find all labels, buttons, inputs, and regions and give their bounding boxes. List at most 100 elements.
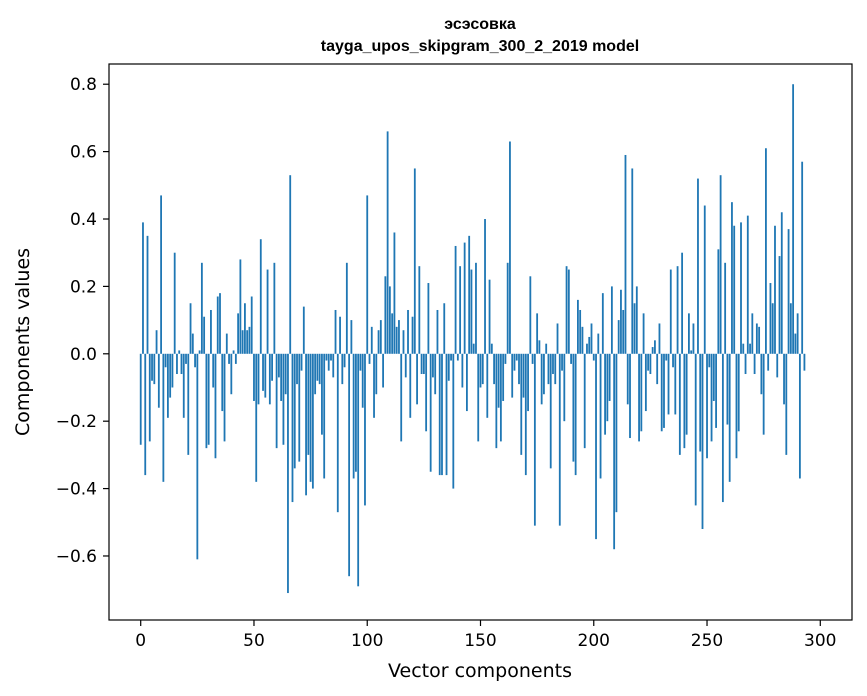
bar	[509, 141, 511, 354]
y-tick-label: 0.2	[70, 277, 97, 297]
bar	[495, 353, 498, 449]
y-tick-label: 0.8	[70, 75, 97, 95]
bar	[144, 353, 147, 476]
bar	[316, 353, 319, 381]
bar	[259, 239, 262, 354]
bar	[364, 353, 366, 506]
bar	[620, 289, 622, 354]
bar	[497, 353, 500, 408]
bar	[798, 353, 801, 479]
x-tick-label: 100	[351, 631, 383, 651]
bar	[273, 262, 276, 354]
bar	[323, 353, 326, 479]
bar	[735, 353, 738, 459]
plot-frame	[108, 63, 853, 621]
bar	[663, 353, 665, 428]
bar	[744, 353, 747, 375]
bar	[398, 320, 400, 354]
bar	[237, 313, 240, 354]
bar	[586, 343, 588, 354]
bar	[200, 262, 203, 354]
bar	[155, 330, 158, 354]
bar	[384, 276, 387, 354]
bar	[755, 323, 758, 354]
bar	[547, 353, 550, 385]
bar	[592, 353, 595, 361]
bar	[407, 309, 409, 354]
bar	[210, 309, 212, 354]
bar	[765, 148, 767, 354]
bar	[595, 353, 597, 540]
bar	[681, 252, 684, 354]
bar	[341, 353, 344, 385]
bar	[275, 353, 278, 449]
bar	[447, 353, 450, 381]
bar	[685, 353, 688, 435]
bar	[751, 313, 754, 354]
bar	[470, 269, 473, 354]
bar	[212, 353, 215, 388]
bar	[248, 326, 251, 354]
bar	[522, 353, 525, 398]
bar	[638, 353, 640, 442]
bar	[640, 353, 643, 432]
bar	[368, 353, 371, 364]
chart-title: эсэсовка	[444, 16, 516, 33]
bar	[422, 353, 425, 375]
bar	[432, 353, 434, 378]
bar	[429, 353, 432, 472]
bar	[427, 283, 430, 354]
bar	[400, 353, 403, 442]
bar	[479, 353, 482, 388]
bar	[221, 353, 224, 412]
bar	[506, 262, 509, 354]
bar	[425, 353, 428, 432]
bar	[173, 252, 176, 354]
bar	[742, 343, 745, 354]
bar	[148, 353, 151, 442]
bar	[699, 353, 702, 452]
bar	[688, 313, 690, 354]
bar	[472, 343, 475, 354]
bar	[683, 353, 686, 449]
bar	[194, 353, 196, 368]
bar	[318, 353, 321, 385]
bar	[520, 353, 523, 455]
bar	[293, 353, 296, 469]
bar	[350, 320, 353, 354]
bar	[325, 353, 328, 361]
bar	[783, 353, 785, 405]
x-tick-label: 150	[464, 631, 496, 651]
bar	[629, 353, 631, 439]
bar	[361, 353, 364, 408]
bar	[708, 353, 711, 368]
bar	[719, 175, 722, 354]
bar	[615, 353, 618, 513]
bar	[266, 269, 269, 354]
bar	[207, 353, 210, 445]
bar	[146, 235, 149, 354]
bar	[139, 353, 142, 445]
bar	[404, 353, 407, 378]
bar	[142, 222, 144, 354]
bar	[359, 353, 362, 371]
bar	[712, 353, 715, 401]
bar	[579, 309, 582, 354]
bar	[574, 353, 577, 476]
bar	[262, 353, 264, 391]
bar	[375, 353, 378, 395]
bar	[577, 299, 579, 354]
bar	[601, 293, 604, 354]
bar	[656, 353, 659, 385]
bar	[728, 353, 731, 482]
bar	[647, 353, 650, 371]
x-tick-label: 0	[135, 631, 146, 651]
bar	[228, 353, 230, 364]
y-tick-label: −0.4	[56, 480, 97, 500]
bar	[300, 353, 303, 371]
bar	[284, 353, 287, 395]
bar	[282, 353, 285, 445]
bar	[513, 353, 516, 371]
bar	[731, 202, 733, 354]
bar	[475, 262, 477, 354]
